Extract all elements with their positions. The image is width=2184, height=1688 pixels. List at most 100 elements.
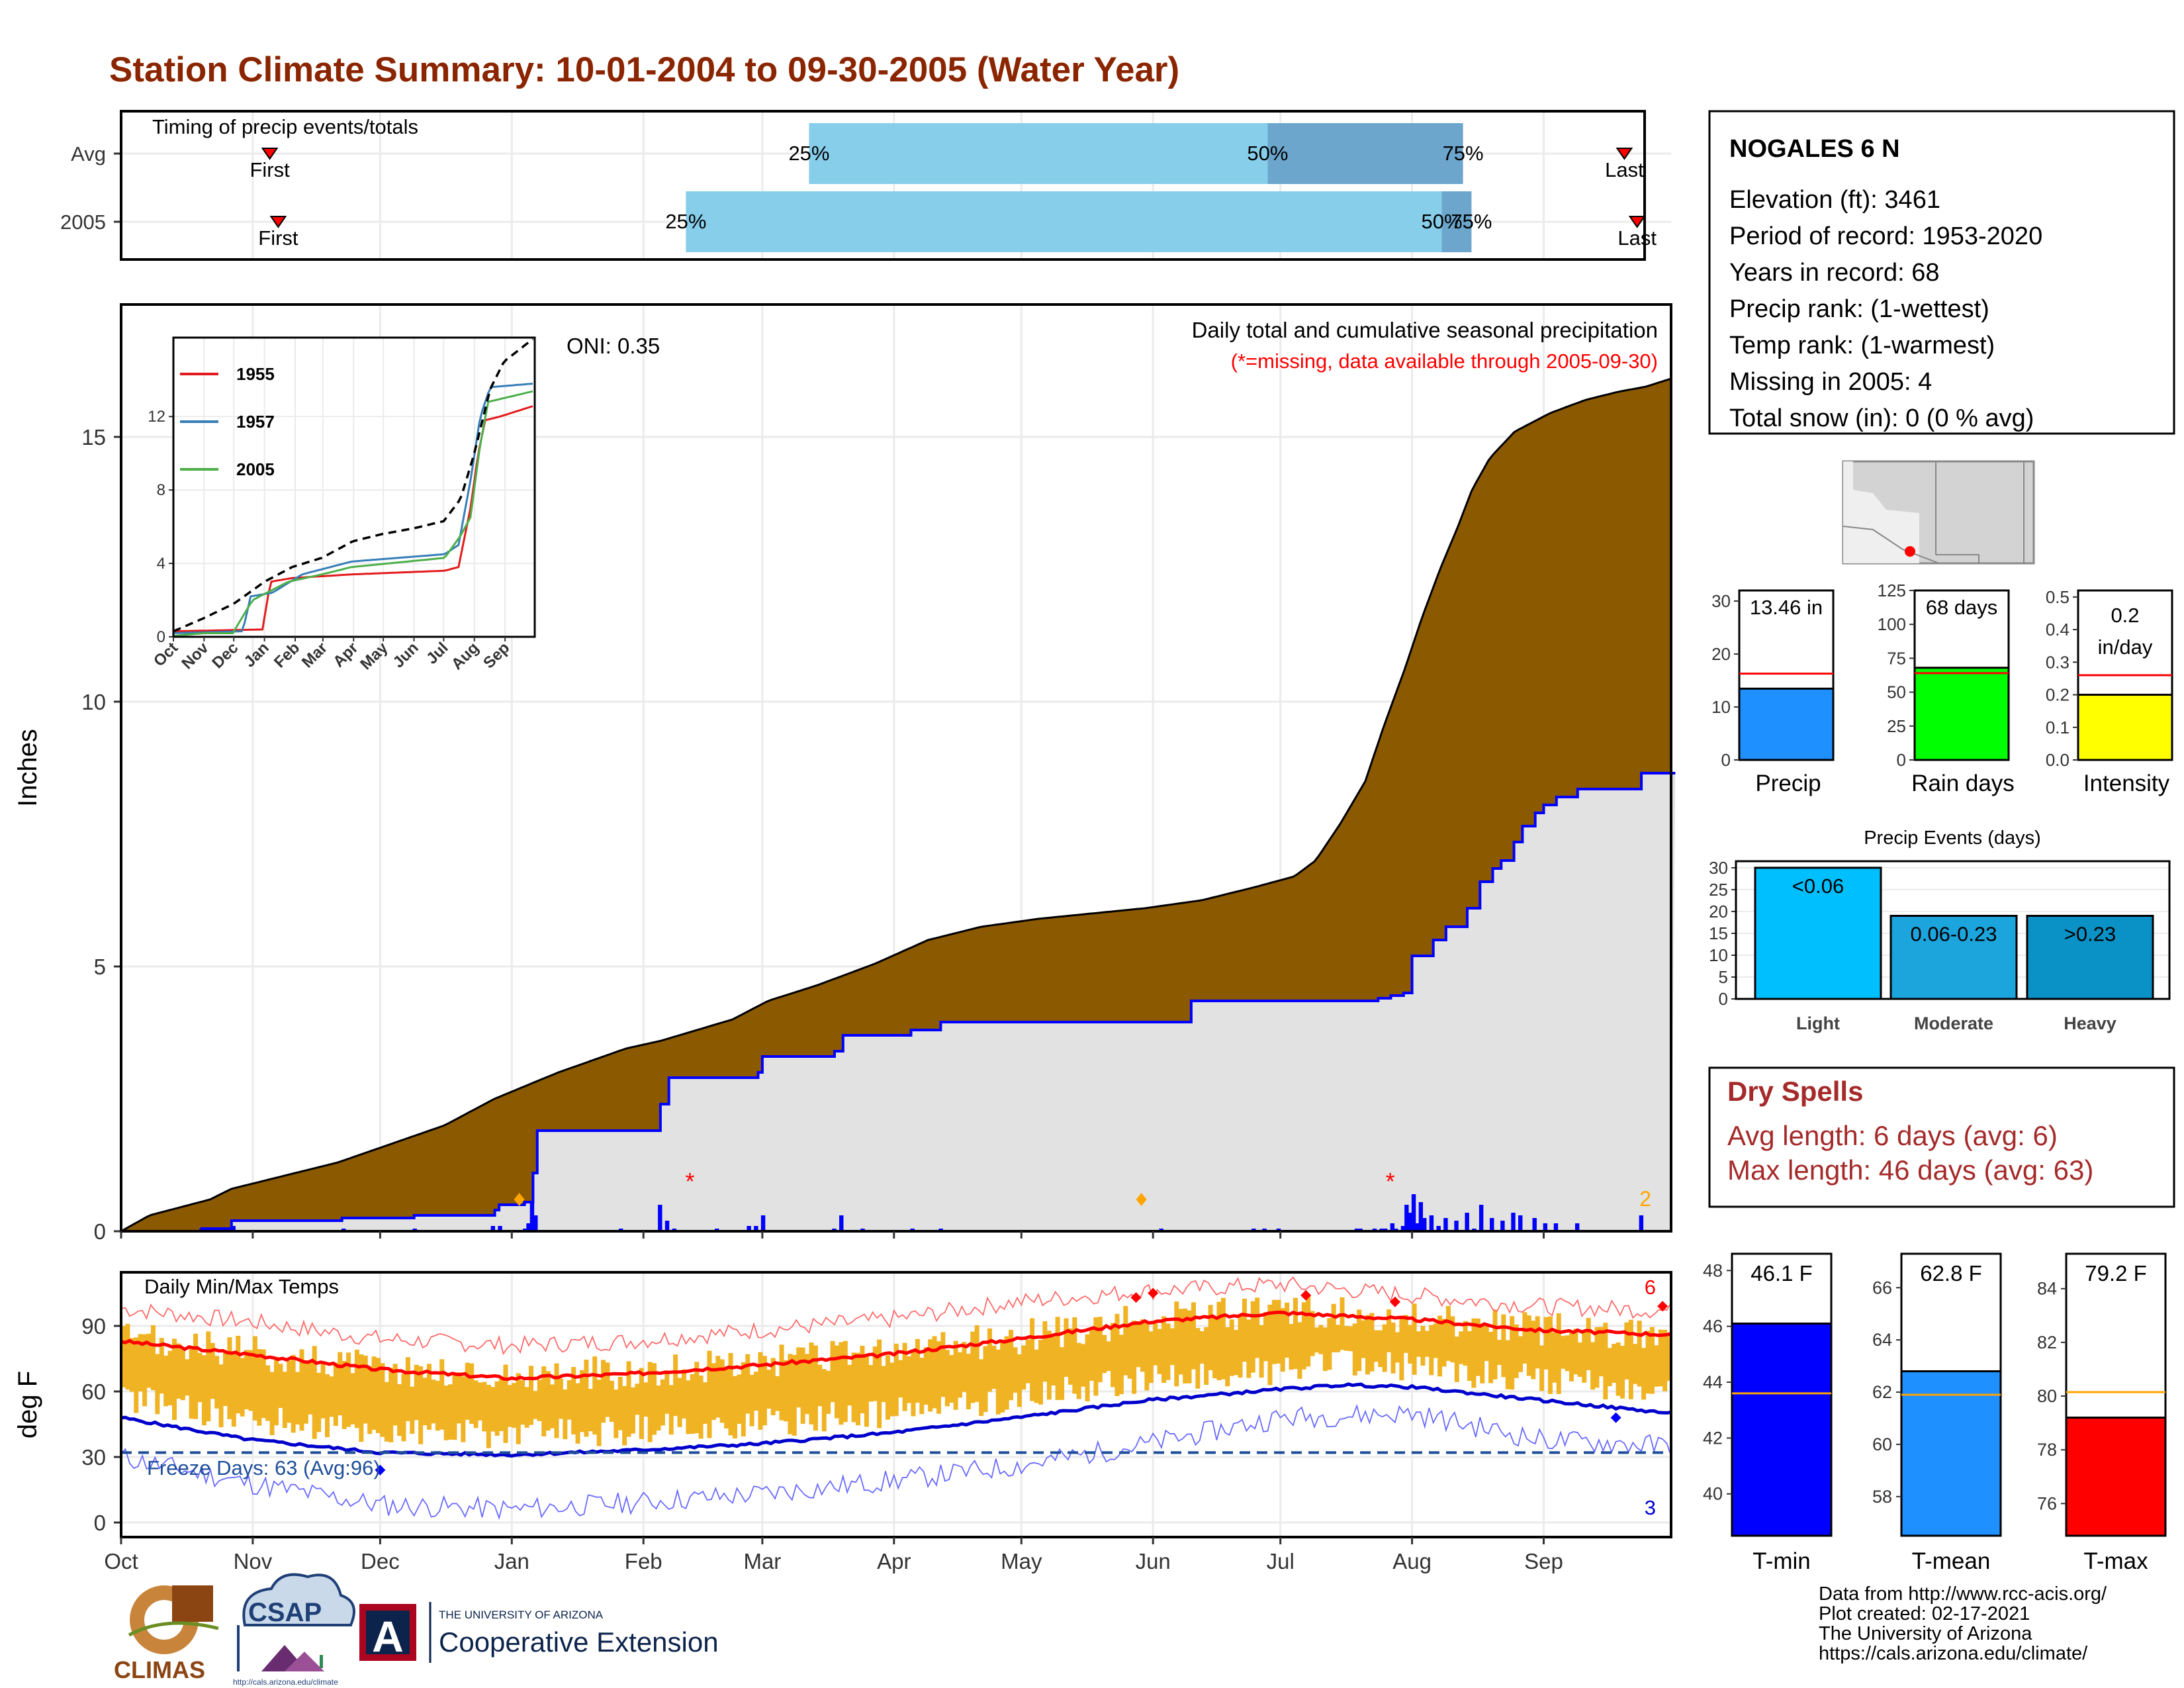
- daily-temp-bar: [770, 1358, 776, 1415]
- record-high-marker: [1148, 1288, 1159, 1299]
- daily-temp-bar: [974, 1325, 979, 1402]
- temp-bar-y-tick-label: 64: [1872, 1330, 1892, 1350]
- daily-temp-bar: [1089, 1329, 1094, 1381]
- daily-precip-bar: [1411, 1194, 1416, 1231]
- daily-temp-bar: [1565, 1335, 1570, 1372]
- daily-temp-bar: [1514, 1324, 1519, 1378]
- daily-temp-bar: [885, 1355, 890, 1420]
- daily-temp-bar: [1501, 1314, 1506, 1378]
- daily-temp-bar: [839, 1342, 844, 1425]
- daily-precip-bar: [760, 1215, 766, 1231]
- event-bar-heavy: [2026, 915, 2154, 1000]
- temp-bar-t-max: [2065, 1416, 2167, 1537]
- daily-temp-bar: [295, 1372, 300, 1425]
- daily-temp-bar: [329, 1376, 334, 1417]
- temp-bar-category: T-max: [2083, 1548, 2148, 1574]
- daily-temp-bar: [273, 1356, 279, 1426]
- daily-temp-bar: [1136, 1324, 1141, 1368]
- daily-temp-bar: [1403, 1315, 1408, 1353]
- daily-temp-bar: [1535, 1316, 1540, 1369]
- daily-temp-bar: [1361, 1320, 1366, 1358]
- ua-cooperative-extension-logo: A THE UNIVERSITY OF ARIZONA Cooperative …: [359, 1602, 719, 1663]
- mini-y-tick-label: 0: [1897, 750, 1906, 770]
- temp-y-tick-label: 30: [81, 1445, 106, 1470]
- daily-temp-bar: [758, 1352, 763, 1430]
- daily-temp-bar: [558, 1378, 563, 1419]
- daily-temp-bar: [953, 1340, 958, 1410]
- daily-temp-bar: [987, 1328, 992, 1392]
- daily-temp-bar: [375, 1358, 381, 1434]
- daily-temp-bar: [677, 1378, 682, 1427]
- daily-temp-bar: [889, 1362, 895, 1417]
- daily-temp-bar: [1102, 1335, 1107, 1374]
- temp-bar-y-tick-label: 48: [1703, 1260, 1723, 1280]
- first-event-label: First: [250, 158, 290, 181]
- daily-temp-bar: [898, 1360, 903, 1398]
- daily-temp-bar: [622, 1385, 627, 1446]
- events-y-tick-label: 5: [1719, 967, 1728, 987]
- daily-temp-bar: [1195, 1328, 1201, 1389]
- daily-temp-bar: [1004, 1336, 1009, 1410]
- events-y-tick-label: 15: [1709, 923, 1728, 943]
- daily-precip-bar: [1390, 1223, 1395, 1231]
- daily-temp-bar: [745, 1354, 751, 1414]
- daily-temp-bar: [1318, 1325, 1324, 1354]
- daily-temp-bar: [193, 1333, 199, 1419]
- daily-temp-bar: [893, 1343, 899, 1417]
- daily-temp-bar: [1161, 1316, 1167, 1383]
- mini-bar-precip: [1738, 687, 1835, 761]
- daily-temp-bar: [1352, 1323, 1357, 1376]
- inset-line-1955: [173, 405, 533, 633]
- daily-temp-bar: [592, 1356, 598, 1435]
- daily-temp-bar: [1267, 1304, 1273, 1385]
- daily-temp-bar: [167, 1350, 173, 1405]
- mini-value-unit: in/day: [2098, 635, 2153, 659]
- missing-day-marker: *: [1386, 1168, 1395, 1195]
- daily-temp-bar: [868, 1365, 874, 1402]
- mini-y-tick-label: 0.5: [2046, 587, 2070, 607]
- daily-temp-bar: [1191, 1302, 1196, 1370]
- daily-temp-bar: [499, 1378, 504, 1431]
- daily-temp-bar: [1607, 1348, 1612, 1387]
- daily-temp-bar: [575, 1383, 580, 1444]
- daily-temp-bar: [856, 1352, 861, 1426]
- month-label-may: May: [1001, 1549, 1042, 1573]
- temp-y-label: deg F: [13, 1371, 42, 1438]
- daily-temp-bar: [1271, 1299, 1277, 1364]
- mini-y-tick-label: 0.0: [2046, 750, 2070, 770]
- daily-temp-bar: [817, 1364, 823, 1407]
- daily-temp-bar: [282, 1372, 287, 1429]
- daily-temp-bar: [1072, 1317, 1077, 1394]
- mini-y-tick-label: 100: [1878, 614, 1906, 634]
- daily-temp-bar: [1199, 1331, 1205, 1364]
- temp-bar-value: 46.1 F: [1751, 1261, 1813, 1286]
- ua-name: THE UNIVERSITY OF ARIZONA: [439, 1609, 604, 1621]
- month-label-aug: Aug: [1392, 1549, 1432, 1573]
- month-label-nov: Nov: [234, 1549, 273, 1573]
- daily-precip-bar: [1429, 1215, 1434, 1231]
- inset-avg-line: [173, 338, 534, 633]
- daily-temp-bar: [881, 1366, 886, 1402]
- daily-temp-bar: [732, 1376, 737, 1439]
- daily-temp-bar: [1093, 1317, 1099, 1396]
- mini-bar-rain-days: [1913, 667, 2010, 761]
- credit-line-university: The University of Arizona: [1819, 1623, 2032, 1644]
- daily-temp-bar: [1276, 1299, 1281, 1364]
- daily-temp-bar: [503, 1364, 508, 1443]
- month-label-feb: Feb: [625, 1549, 662, 1573]
- daily-temp-bar: [1327, 1318, 1332, 1370]
- daily-temp-bar: [1488, 1331, 1494, 1383]
- last-event-label: Last: [1605, 158, 1644, 181]
- daily-temp-bar: [155, 1354, 160, 1415]
- daily-temp-bar: [664, 1370, 670, 1414]
- temp-bar-value: 79.2 F: [2085, 1261, 2147, 1286]
- daily-temp-bar: [923, 1347, 929, 1405]
- daily-temp-bar: [410, 1386, 415, 1434]
- daily-temp-bar: [681, 1369, 686, 1419]
- daily-temp-bar: [1306, 1295, 1311, 1367]
- temp-bar-category: T-min: [1752, 1548, 1811, 1574]
- daily-temp-bar: [1310, 1311, 1315, 1356]
- cooperative-extension-text: Cooperative Extension: [439, 1626, 719, 1658]
- daily-temp-bar: [686, 1380, 691, 1434]
- temp-bar-y-tick-label: 58: [1872, 1487, 1892, 1507]
